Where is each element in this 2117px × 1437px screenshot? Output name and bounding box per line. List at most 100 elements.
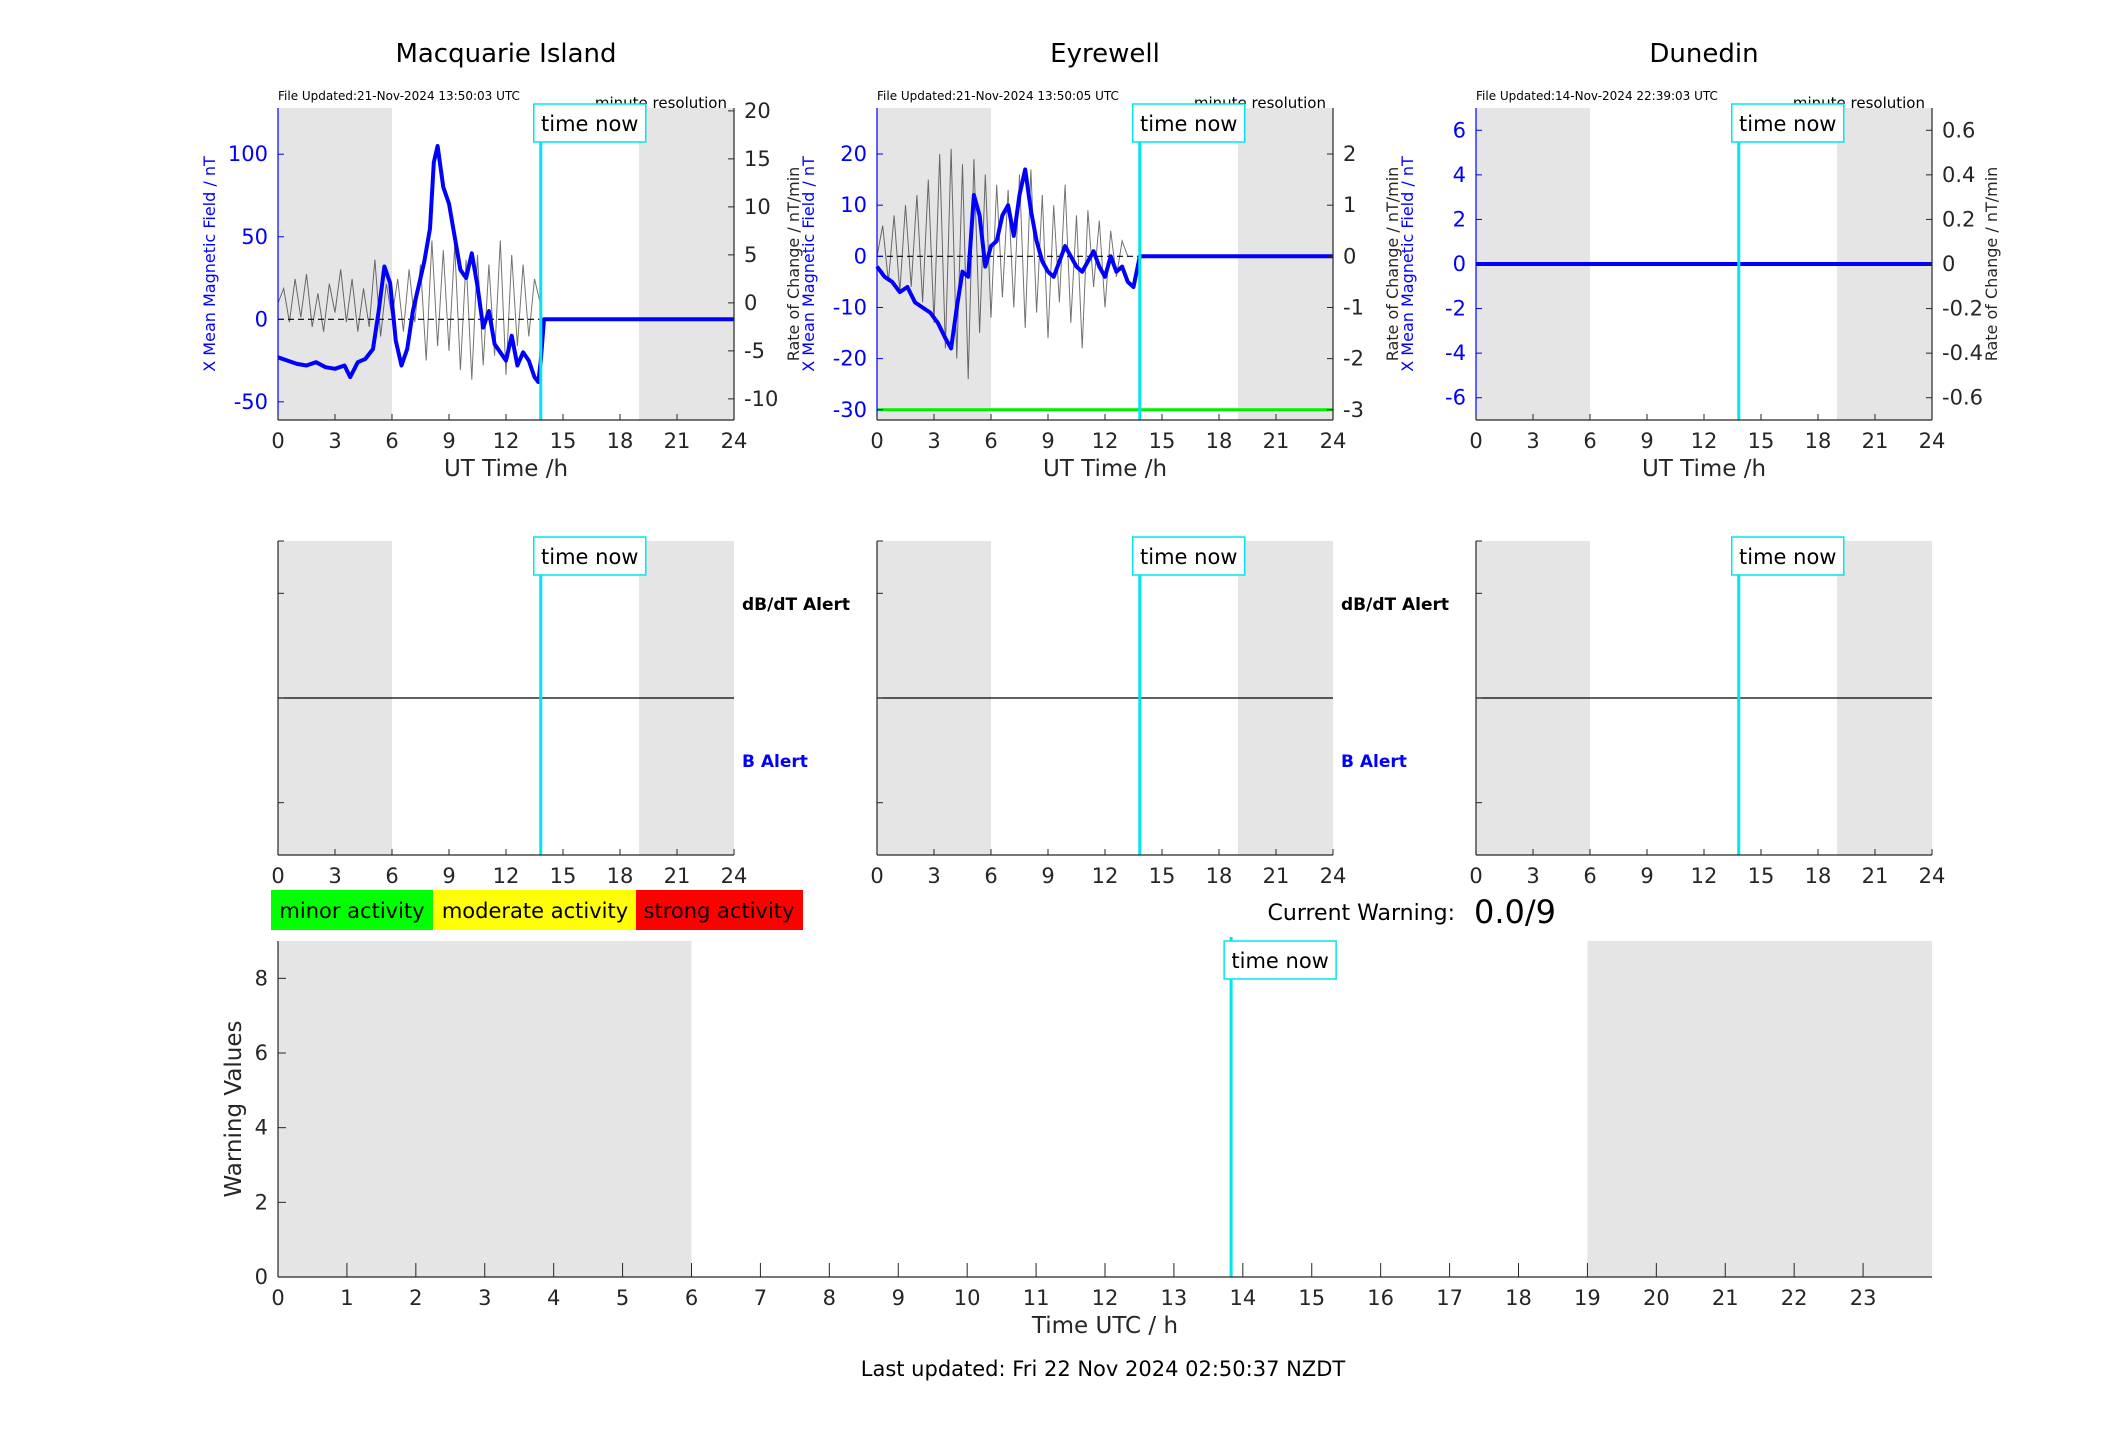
x-tick-label: 12 [1092, 864, 1119, 888]
x-tick-label: 13 [1161, 1286, 1188, 1310]
right-y-tick-label: 1 [1343, 193, 1356, 217]
x-tick-label: 7 [754, 1286, 767, 1310]
x-tick-label: 3 [328, 864, 341, 888]
x-tick-label: 12 [1691, 429, 1718, 453]
x-tick-label: 21 [664, 864, 691, 888]
x-tick-label: 3 [927, 429, 940, 453]
x-tick-label: 15 [550, 864, 577, 888]
x-tick-label: 21 [664, 429, 691, 453]
y-tick-label: 8 [255, 966, 268, 990]
chart-title: Eyrewell [1050, 39, 1160, 69]
x-tick-label: 9 [1041, 429, 1054, 453]
left-y-tick-label: 20 [840, 142, 867, 166]
x-tick-label: 21 [1862, 864, 1889, 888]
x-tick-label: 0 [271, 864, 284, 888]
x-tick-label: 0 [1469, 429, 1482, 453]
moderate-activity-swatch [434, 890, 636, 930]
x-tick-label: 2 [409, 1286, 422, 1310]
night-shade-band [1587, 941, 1932, 1277]
left-y-tick-label: 100 [228, 142, 268, 166]
x-tick-label: 18 [1206, 429, 1233, 453]
x-tick-label: 24 [1320, 864, 1347, 888]
left-y-tick-label: 0 [255, 307, 268, 331]
left-y-tick-label: 0 [854, 244, 867, 268]
left-y-tick-label: 2 [1453, 207, 1466, 231]
b-alert-label: B Alert [1341, 752, 1407, 772]
eye-alert-panel: time now 0 3 6 9 12 15 18 21 24 dB/dT Alert B Alert [870, 536, 1449, 888]
minor-activity-swatch [271, 890, 433, 930]
time-now-box [1731, 536, 1845, 576]
eye-mag-panel: Eyrewell File Updated:21-Nov-2024 13:50:0… [799, 39, 1402, 482]
x-tick-label: 9 [1041, 864, 1054, 888]
x-tick-label: 21 [1263, 429, 1290, 453]
magnetic-field-series [875, 167, 1333, 351]
right-y-tick-label: 10 [744, 195, 771, 219]
chart-title: Dunedin [1649, 39, 1758, 69]
y-tick-label: 2 [255, 1190, 268, 1214]
x-tick-label: 1 [340, 1286, 353, 1310]
strong-activity-swatch [636, 890, 803, 930]
x-tick-label: 12 [493, 864, 520, 888]
x-tick-label: 15 [1149, 864, 1176, 888]
right-y-tick-label: 20 [744, 99, 771, 123]
magnetic-field-series [277, 144, 734, 384]
right-y-tick-label: -0.4 [1942, 341, 1983, 365]
x-axis-label: UT Time /h [444, 456, 568, 482]
x-tick-label: 5 [616, 1286, 629, 1310]
right-y-tick-label: 0.6 [1942, 118, 1975, 142]
night-shade-band [639, 108, 734, 420]
last-updated-text: Last updated: Fri 22 Nov 2024 02:50:37 N… [861, 1357, 1346, 1381]
right-y-tick-label: 0 [1343, 244, 1356, 268]
right-y-axis-label: Rate of Change / nT/min [1383, 167, 1402, 362]
dbdt-alert-label: dB/dT Alert [1341, 595, 1449, 615]
right-y-tick-label: 0 [1942, 252, 1955, 276]
rate-of-change-series [277, 240, 541, 380]
time-now-label: time now [1140, 545, 1237, 569]
rate-of-change-series [876, 148, 1129, 380]
x-tick-label: 12 [1691, 864, 1718, 888]
x-tick-label: 24 [721, 429, 748, 453]
left-y-tick-label: -30 [833, 398, 867, 422]
right-y-tick-label: -0.2 [1942, 297, 1983, 321]
right-y-tick-label: 0.2 [1942, 207, 1975, 231]
x-tick-label: 6 [385, 429, 398, 453]
x-tick-label: 18 [1505, 1286, 1532, 1310]
x-tick-label: 12 [1092, 1286, 1119, 1310]
x-tick-label: 21 [1712, 1286, 1739, 1310]
left-y-tick-label: -10 [833, 295, 867, 319]
x-tick-label: 18 [1805, 429, 1832, 453]
x-tick-label: 9 [1640, 429, 1653, 453]
x-tick-label: 23 [1850, 1286, 1877, 1310]
x-tick-label: 6 [1583, 429, 1596, 453]
x-axis-label: Time UTC / h [1031, 1313, 1178, 1339]
current-warning-value: 0.0/9 [1474, 893, 1556, 931]
x-tick-label: 19 [1574, 1286, 1601, 1310]
time-now-box [1132, 536, 1246, 576]
y-tick-label: 0 [255, 1265, 268, 1289]
right-y-tick-label: 2 [1343, 142, 1356, 166]
x-tick-label: 10 [954, 1286, 981, 1310]
left-y-tick-label: -6 [1445, 386, 1466, 410]
x-tick-label: 4 [547, 1286, 560, 1310]
right-y-tick-label: -5 [744, 339, 765, 363]
left-y-tick-label: 50 [241, 225, 268, 249]
x-tick-label: 22 [1781, 1286, 1808, 1310]
x-tick-label: 18 [1805, 864, 1832, 888]
time-now-box [533, 536, 647, 576]
x-tick-label: 21 [1263, 864, 1290, 888]
x-tick-label: 16 [1367, 1286, 1394, 1310]
x-tick-label: 18 [607, 429, 634, 453]
x-tick-label: 6 [1583, 864, 1596, 888]
night-shade-band [278, 941, 692, 1277]
x-tick-label: 24 [721, 864, 748, 888]
time-now-label: time now [1739, 545, 1836, 569]
left-y-tick-label: 4 [1453, 163, 1466, 187]
x-tick-label: 0 [271, 1286, 284, 1310]
left-y-tick-label: -2 [1445, 297, 1466, 321]
y-tick-label: 6 [255, 1041, 268, 1065]
x-tick-label: 21 [1862, 429, 1889, 453]
chart-title: Macquarie Island [395, 39, 616, 69]
b-alert-label: B Alert [742, 752, 808, 772]
left-y-axis-label: X Mean Magnetic Field / nT [799, 156, 818, 372]
